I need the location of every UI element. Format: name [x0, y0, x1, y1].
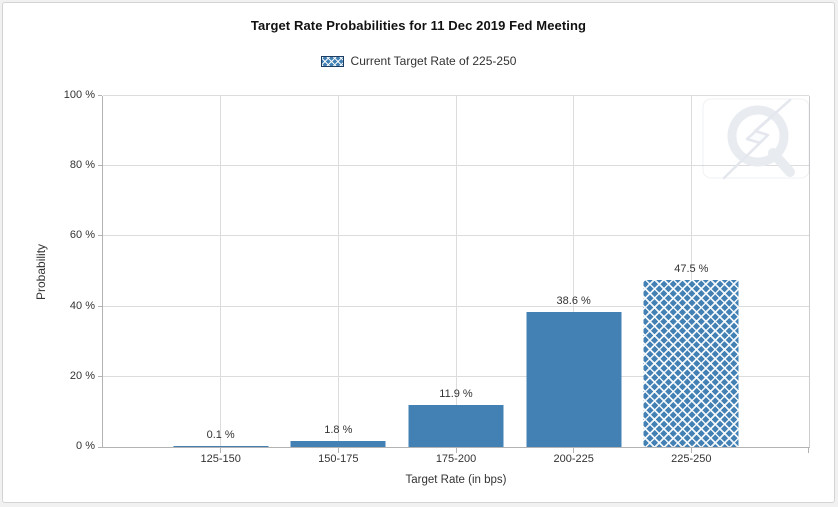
bar-175-200[interactable]: [408, 405, 504, 447]
bar-value-label: 1.8 %: [324, 423, 353, 436]
plot-area: Probability Target Rate (in bps) 0 % 20 %…: [34, 89, 810, 486]
legend: Current Target Rate of 225-250: [3, 54, 834, 68]
bar-value-label: 47.5 %: [674, 263, 709, 276]
y-tick-60: [98, 235, 102, 237]
x-axis-title: Target Rate (in bps): [405, 474, 507, 486]
y-tick-0: [98, 447, 102, 448]
y-tick-40: [98, 305, 102, 307]
bar-value-label: 0.1 %: [206, 428, 235, 441]
bar-value-label: 11.9 %: [439, 388, 473, 401]
q-lightning-logo-watermark-icon: [702, 98, 810, 180]
x-tick-175-200: [455, 448, 457, 453]
y-tick-label: 20 %: [69, 369, 95, 382]
bar-225-250[interactable]: [643, 280, 739, 447]
gridline-x-150-175: [337, 96, 339, 447]
gridline-x-125-150: [220, 96, 222, 447]
x-category-label: 175-200: [435, 453, 477, 465]
x-category-label: 150-175: [318, 453, 359, 465]
y-tick-label: 60 %: [69, 229, 95, 242]
x-tick-right-edge: [808, 448, 809, 453]
bar-125-150[interactable]: [173, 445, 269, 447]
bar-200-225[interactable]: [526, 311, 622, 447]
y-tick-label: 80 %: [69, 159, 95, 172]
x-category-label: 200-225: [553, 453, 594, 465]
y-tick-label: 100 %: [63, 89, 95, 101]
x-category-label: 125-150: [200, 453, 241, 465]
x-tick-200-225: [573, 448, 575, 453]
legend-label: Current Target Rate of 225-250: [350, 54, 517, 68]
x-category-label: 225-250: [671, 453, 712, 465]
gridline-x-225-250: [690, 96, 692, 447]
y-tick-label: 40 %: [69, 299, 95, 312]
y-axis-title: Probability: [34, 243, 48, 300]
gridline-x-200-225: [573, 96, 575, 447]
crosshatch-swatch-icon: [320, 55, 344, 67]
x-tick-150-175: [337, 448, 339, 453]
y-tick-label: 0 %: [76, 440, 95, 452]
x-tick-225-250: [690, 448, 692, 453]
bar-value-label: 38.6 %: [556, 294, 591, 307]
y-tick-20: [98, 375, 102, 377]
gridline-y-100: [103, 95, 809, 96]
bar-150-175[interactable]: [290, 440, 386, 447]
gridline-x-175-200: [455, 96, 457, 447]
x-tick-125-150: [220, 448, 222, 453]
y-tick-80: [98, 165, 102, 167]
chart-title: Target Rate Probabilities for 11 Dec 201…: [250, 18, 587, 33]
y-tick-100: [98, 95, 102, 96]
